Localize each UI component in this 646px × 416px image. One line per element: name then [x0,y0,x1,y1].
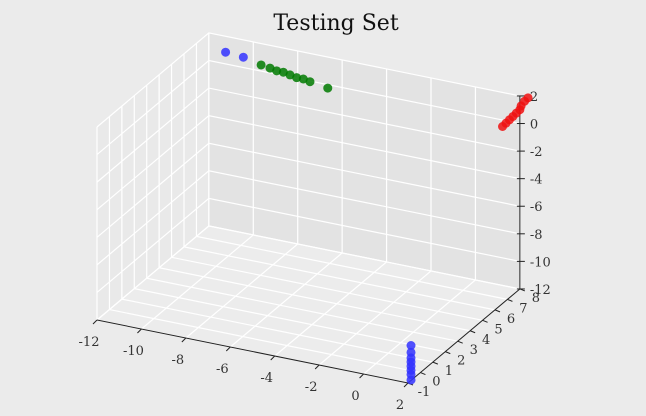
y-tick-label: 2 [457,354,465,369]
data-point [221,47,231,57]
x-tick-label: -6 [216,362,229,377]
x-tick-label: -8 [172,353,185,368]
x-tick-mark [270,355,276,361]
y-axis-line [407,288,521,384]
x-tick-label: -12 [79,335,100,350]
y-tick-mark [507,298,513,302]
y-tick-mark [494,309,501,313]
data-points [221,47,533,385]
x-tick-label: 0 [351,389,359,404]
axes-panes [97,32,520,383]
x-tick-mark [359,373,364,379]
data-point [292,73,302,83]
y-tick-mark [420,372,426,376]
z-tick-label: -2 [530,145,543,160]
x-tick-mark [92,319,98,325]
y-tick-label: -1 [418,385,431,400]
x-tick-mark [403,382,409,388]
y-tick-mark [445,351,451,355]
data-point [406,341,416,351]
y-tick-label: 5 [494,322,502,337]
axes-ticks: -12-10-8-6-4-202-101234567820-2-4-6-8-10… [79,90,551,413]
axes-lines [96,95,521,384]
y-tick-mark [432,361,439,365]
y-tick-label: 8 [532,291,540,306]
data-point [272,66,282,76]
y-tick-mark [482,319,488,323]
chart-title: Testing Set [273,11,398,36]
y-tick-label: 6 [507,312,515,327]
z-tick-label: -12 [530,283,551,298]
z-tick-label: -6 [530,200,543,215]
data-point [406,375,416,385]
z-tick-label: -4 [530,173,543,188]
y-tick-label: 1 [445,364,453,379]
grid-line-z [96,59,520,156]
x-tick-mark [181,337,187,343]
x-tick-mark [137,328,142,334]
z-tick-label: 2 [530,90,538,105]
x-axis-line [96,319,409,384]
x-tick-label: -10 [123,344,144,359]
data-point [523,93,533,103]
x-tick-label: -2 [305,380,318,395]
grid-line-z [96,225,520,321]
z-tick-label: -8 [530,228,543,243]
grid-line-z [96,87,520,183]
grid-line-z [96,115,520,211]
z-tick-label: -10 [530,255,551,270]
data-point [238,52,248,62]
y-tick-label: 0 [432,375,440,390]
side-pane [97,32,209,320]
x-tick-mark [225,346,231,352]
grid-line-z [96,32,520,128]
grid-line-z [96,197,520,293]
y-tick-label: 3 [470,343,478,358]
y-tick-label: 4 [482,333,490,348]
y-tick-label: 7 [519,301,527,316]
y-tick-mark [469,330,476,334]
x-tick-mark [314,364,320,370]
data-point [256,60,266,70]
data-point [305,77,315,87]
grid-line-z [96,142,520,238]
axes-grid [96,32,521,384]
y-tick-mark [457,340,463,344]
grid-line-z [96,170,520,266]
back-pane [208,32,520,289]
data-point [323,83,333,93]
z-tick-label: 0 [530,118,538,133]
x-tick-label: 2 [396,398,404,413]
x-tick-label: -4 [260,371,273,386]
